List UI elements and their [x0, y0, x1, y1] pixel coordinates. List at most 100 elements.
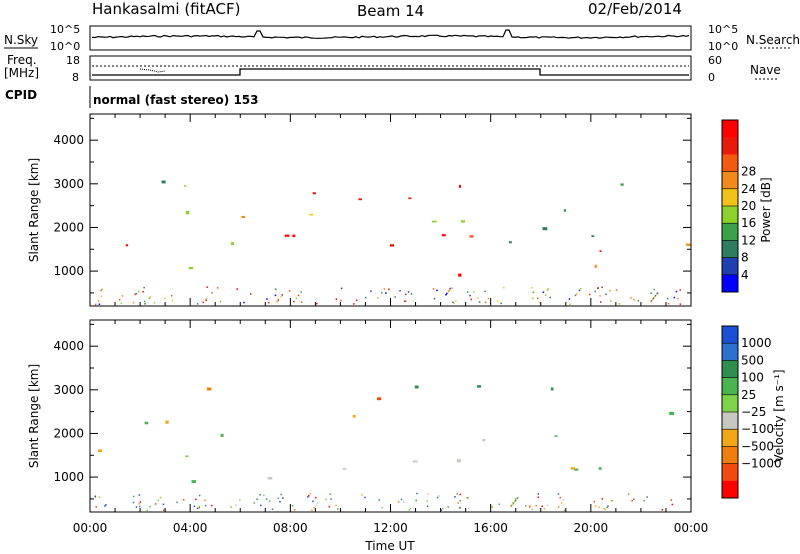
echo-cell	[484, 301, 487, 304]
echo-cell	[195, 498, 197, 500]
echo-cell	[576, 292, 578, 295]
echo-cell	[188, 267, 194, 270]
echo-cell	[405, 293, 407, 296]
echo-cell	[364, 296, 367, 299]
echo-cell	[277, 299, 280, 301]
x-axis-label: Time UT	[364, 539, 415, 553]
echo-cell	[557, 506, 560, 508]
echo-cell	[539, 301, 541, 304]
echo-cell	[650, 299, 653, 302]
echo-cell	[193, 505, 196, 508]
velocity-y-ticks: 1000 2000 3000 4000	[53, 323, 691, 500]
echo-cell	[453, 302, 455, 304]
echo-cell	[407, 291, 410, 293]
nsky-series	[91, 29, 690, 39]
echo-cell	[312, 192, 316, 195]
colorbar-tick-label: 4	[741, 268, 749, 282]
colorbar-segment	[722, 274, 738, 293]
echo-cell	[120, 302, 123, 304]
echo-cell	[312, 500, 314, 503]
echo-cell	[94, 303, 97, 306]
echo-cell	[598, 467, 602, 470]
x-tick-label: 20:00	[574, 521, 609, 535]
power-data	[94, 180, 691, 306]
power-colorbar-label: Power [dB]	[759, 177, 773, 242]
echo-cell	[569, 303, 571, 305]
power-panel: 1000 2000 3000 4000 Slant Range [km] 4 8 12 16…	[27, 113, 773, 307]
echo-cell	[185, 210, 190, 215]
velocity-frame	[89, 319, 692, 513]
echo-cell	[267, 301, 270, 304]
echo-cell	[176, 501, 178, 504]
echo-cell	[414, 385, 419, 389]
y-tick-label: 1000	[53, 264, 84, 278]
echo-cell	[293, 300, 295, 303]
echo-cell	[599, 250, 602, 252]
echo-cell	[594, 505, 597, 507]
echo-cell	[606, 506, 608, 509]
echo-cell	[267, 477, 273, 480]
echo-cell	[447, 290, 450, 293]
echo-cell	[454, 496, 456, 498]
echo-cell	[370, 290, 372, 292]
echo-cell	[487, 297, 490, 300]
echo-cell	[633, 299, 635, 301]
echo-cell	[403, 501, 405, 503]
echo-cell	[673, 296, 676, 299]
freq-frame	[89, 55, 692, 81]
x-tick-label: 00:00	[73, 521, 108, 535]
echo-cell	[235, 504, 237, 506]
echo-cell	[473, 291, 475, 293]
echo-cell	[196, 303, 199, 305]
echo-cell	[204, 499, 206, 502]
echo-cell	[652, 297, 655, 299]
echo-cell	[309, 213, 314, 216]
echo-cell	[300, 301, 303, 303]
colorbar-tick-label: −100	[741, 422, 774, 436]
colorbar-tick-label: 100	[741, 371, 764, 385]
echo-cell	[385, 292, 387, 294]
velocity-data	[94, 385, 675, 512]
echo-cell	[132, 501, 135, 504]
echo-cell	[284, 234, 290, 237]
echo-cell	[574, 294, 577, 297]
echo-cell	[620, 183, 624, 186]
echo-cell	[456, 493, 458, 495]
echo-cell	[677, 297, 679, 300]
cpid-panel: CPID normal (fast stereo) 153	[5, 86, 259, 108]
echo-cell	[335, 504, 337, 507]
echo-cell	[204, 504, 207, 507]
echo-cell	[328, 505, 331, 508]
echo-cell	[198, 507, 200, 509]
echo-cell	[426, 500, 428, 502]
echo-cell	[531, 287, 533, 289]
echo-cell	[162, 503, 165, 506]
colorbar-tick-label: 24	[741, 182, 756, 196]
echo-cell	[445, 294, 447, 296]
echo-cell	[148, 297, 151, 300]
echo-cell	[364, 496, 366, 499]
echo-cell	[377, 397, 382, 401]
colorbar-tick-label: 8	[741, 251, 749, 265]
echo-cell	[352, 415, 356, 418]
echo-cell	[274, 288, 277, 290]
echo-cell	[265, 498, 268, 500]
echo-cell	[135, 506, 138, 508]
echo-cell	[630, 297, 632, 299]
echo-cell	[574, 468, 579, 471]
echo-cell	[293, 509, 296, 511]
echo-cell	[442, 507, 444, 510]
echo-cell	[497, 300, 499, 302]
power-y-axis-label: Slant Range [km]	[27, 158, 41, 262]
echo-cell	[459, 506, 461, 509]
echo-cell	[205, 298, 208, 300]
echo-cell	[546, 289, 549, 291]
echo-cell	[560, 502, 563, 504]
echo-cell	[467, 291, 469, 293]
echo-cell	[138, 505, 141, 508]
cpid-mode: normal (fast stereo) 153	[93, 93, 259, 107]
echo-cell	[653, 288, 655, 291]
echo-cell	[601, 498, 603, 500]
echo-cell	[340, 287, 343, 290]
